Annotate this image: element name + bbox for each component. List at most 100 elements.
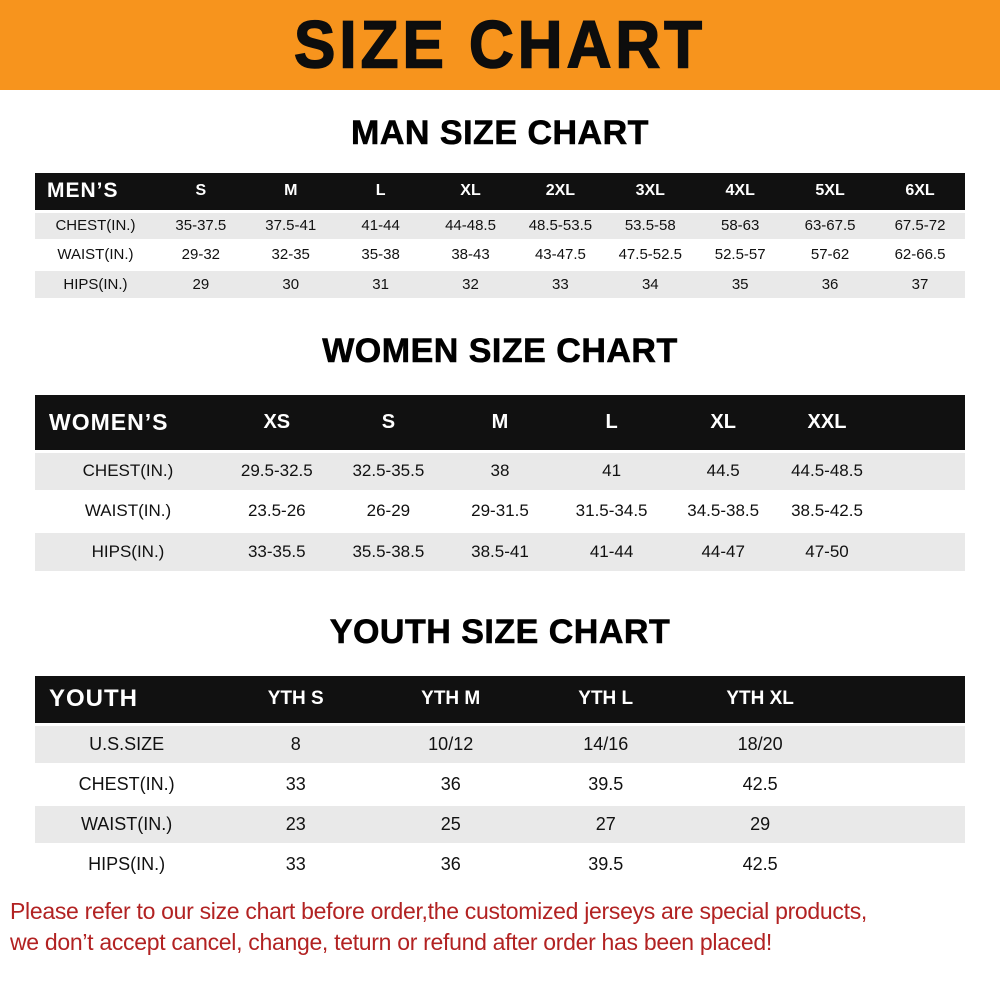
size-value-cell: 32.5-35.5 [352, 461, 425, 480]
size-column-header: YTH M [373, 676, 529, 724]
size-value-cell: 33 [285, 854, 306, 875]
women-section: WOMEN SIZE CHART WOMEN’S XS S M L XL XXL CHEST(… [0, 298, 1000, 571]
size-value-cell: 48.5-53.5 [528, 217, 593, 234]
size-column-header: M [444, 395, 556, 451]
size-value-cell: 42.5 [742, 854, 778, 875]
size-value-cell: 27 [595, 813, 616, 834]
measurement-row: HIPS(IN.) 33 36 39.5 42.5 [35, 844, 965, 884]
size-column-header: XL [667, 395, 779, 451]
size-value-cell: 38 [490, 461, 510, 480]
size-value-cell: 26-29 [366, 501, 411, 520]
measurement-label: HIPS(IN.) [91, 541, 165, 561]
measurement-label: WAIST(IN.) [80, 813, 173, 834]
footer-line-2: we don’t accept cancel, change, teturn o… [10, 929, 772, 956]
size-value-cell: 41-44 [589, 541, 634, 561]
size-value-cell: 31 [372, 275, 389, 293]
size-column-header: YTH S [218, 676, 374, 724]
measurement-row: WAIST(IN.) 29-32 32-35 35-38 38-43 43-47.5 47.… [35, 240, 965, 269]
youth-section: YOUTH SIZE CHART YOUTH YTH S YTH M YTH L YTH… [0, 571, 1000, 884]
size-value-cell: 58-63 [720, 217, 760, 234]
size-value-cell: 47.5-52.5 [618, 246, 682, 263]
measurement-row: CHEST(IN.) 29.5-32.5 32.5-35.5 38 41 44.5 44.5… [35, 451, 965, 491]
size-value-cell: 33-35.5 [247, 541, 306, 561]
men-table-group-label: MEN’S [35, 173, 156, 211]
size-value-cell: 37.5-41 [265, 217, 317, 234]
size-value-cell: 29 [192, 275, 210, 293]
measurement-label: CHEST(IN.) [78, 773, 175, 794]
size-value-cell: 10/12 [428, 733, 474, 754]
size-value-cell: 29 [750, 813, 771, 834]
men-section-title: MAN SIZE CHART [351, 114, 649, 153]
size-value-cell: 34.5-38.5 [687, 501, 760, 520]
size-value-cell: 31.5-34.5 [575, 501, 648, 520]
size-value-cell: 39.5 [588, 773, 624, 794]
size-value-cell: 29-31.5 [471, 501, 529, 520]
size-value-cell: 35 [731, 275, 749, 293]
size-column-header: YTH L [528, 676, 684, 724]
banner: SIZE CHART [0, 0, 1000, 90]
women-table-group-label: WOMEN’S [35, 395, 221, 451]
women-section-title: WOMEN SIZE CHART [322, 332, 678, 371]
size-value-cell: 23.5-26 [247, 501, 306, 520]
youth-table-group-label: YOUTH [35, 676, 219, 724]
size-value-cell: 63-67.5 [804, 217, 856, 234]
measurement-row: HIPS(IN.) 29 30 31 32 33 34 35 36 37 [35, 269, 965, 298]
size-column-header: XL [425, 173, 516, 211]
measurement-row: CHEST(IN.) 33 36 39.5 42.5 [35, 764, 965, 804]
measurement-row: U.S.SIZE 8 10/12 14/16 18/20 [35, 724, 965, 764]
footer-line-1: Please refer to our size chart before or… [10, 898, 867, 924]
measurement-label: U.S.SIZE [89, 733, 165, 754]
size-column-header: S [332, 395, 445, 451]
women-header-row: WOMEN’S XS S M L XL XXL [35, 395, 965, 451]
size-value-cell: 67.5-72 [894, 217, 946, 234]
size-column-header: L [555, 395, 668, 451]
women-size-table: WOMEN’S XS S M L XL XXL CHEST(IN.) 29.5-32.5 32.5… [35, 395, 965, 571]
men-size-table: MEN’S S M L XL 2XL 3XL 4XL 5XL 6XL CHEST(IN.) 35-37… [35, 173, 965, 298]
measurement-label: CHEST(IN.) [82, 461, 174, 480]
size-value-cell: 38.5-42.5 [791, 501, 863, 520]
size-column-header: M [245, 173, 336, 211]
youth-section-title: YOUTH SIZE CHART [329, 613, 671, 652]
size-value-cell: 35.5-38.5 [352, 541, 425, 561]
size-value-cell: 14/16 [583, 733, 629, 754]
youth-header-row: YOUTH YTH S YTH M YTH L YTH XL [35, 676, 965, 724]
size-value-cell: 44.5 [706, 461, 740, 480]
size-value-cell: 47-50 [805, 541, 849, 561]
measurement-row: HIPS(IN.) 33-35.5 35.5-38.5 38.5-41 41-44 44-… [35, 531, 965, 571]
size-value-cell: 32 [462, 275, 479, 293]
footer-note: Please refer to our size chart before or… [10, 896, 1000, 958]
measurement-label: HIPS(IN.) [88, 854, 166, 875]
size-value-cell: 57-62 [810, 246, 850, 263]
size-column-header: XXL [779, 395, 965, 451]
size-value-cell: 42.5 [742, 773, 778, 794]
size-value-cell: 23 [285, 813, 306, 834]
size-value-cell: 43-47.5 [534, 246, 586, 263]
size-value-cell: 41 [602, 461, 622, 480]
size-column-header: 2XL [515, 173, 606, 211]
youth-size-table: YOUTH YTH S YTH M YTH L YTH XL U.S.SIZE 8 10/12… [35, 676, 965, 884]
size-value-cell: 41-44 [361, 217, 400, 234]
size-value-cell: 25 [440, 813, 461, 834]
size-value-cell: 32-35 [271, 246, 310, 263]
size-column-header: XS [221, 395, 333, 451]
size-value-cell: 35-37.5 [175, 217, 227, 234]
size-value-cell: 34 [641, 275, 659, 293]
size-value-cell: 38.5-41 [471, 541, 529, 561]
size-value-cell: 39.5 [588, 854, 624, 875]
size-value-cell: 36 [440, 854, 461, 875]
page-title: SIZE CHART [293, 7, 706, 83]
size-value-cell: 29.5-32.5 [240, 461, 313, 480]
men-header-row: MEN’S S M L XL 2XL 3XL 4XL 5XL 6XL [35, 173, 965, 211]
size-column-header: 4XL [695, 173, 786, 211]
size-value-cell: 52.5-57 [714, 246, 766, 263]
measurement-label: CHEST(IN.) [55, 217, 136, 234]
size-column-header: 3XL [605, 173, 696, 211]
size-value-cell: 36 [821, 275, 839, 293]
size-column-header: YTH XL [683, 676, 965, 724]
size-column-header: 5XL [785, 173, 876, 211]
measurement-label: WAIST(IN.) [84, 501, 172, 520]
size-chart-page: SIZE CHART MAN SIZE CHART MEN’S S M L XL 2XL 3… [0, 0, 1000, 958]
size-value-cell: 62-66.5 [894, 246, 946, 263]
measurement-label: HIPS(IN.) [63, 275, 128, 293]
size-column-header: L [335, 173, 426, 211]
